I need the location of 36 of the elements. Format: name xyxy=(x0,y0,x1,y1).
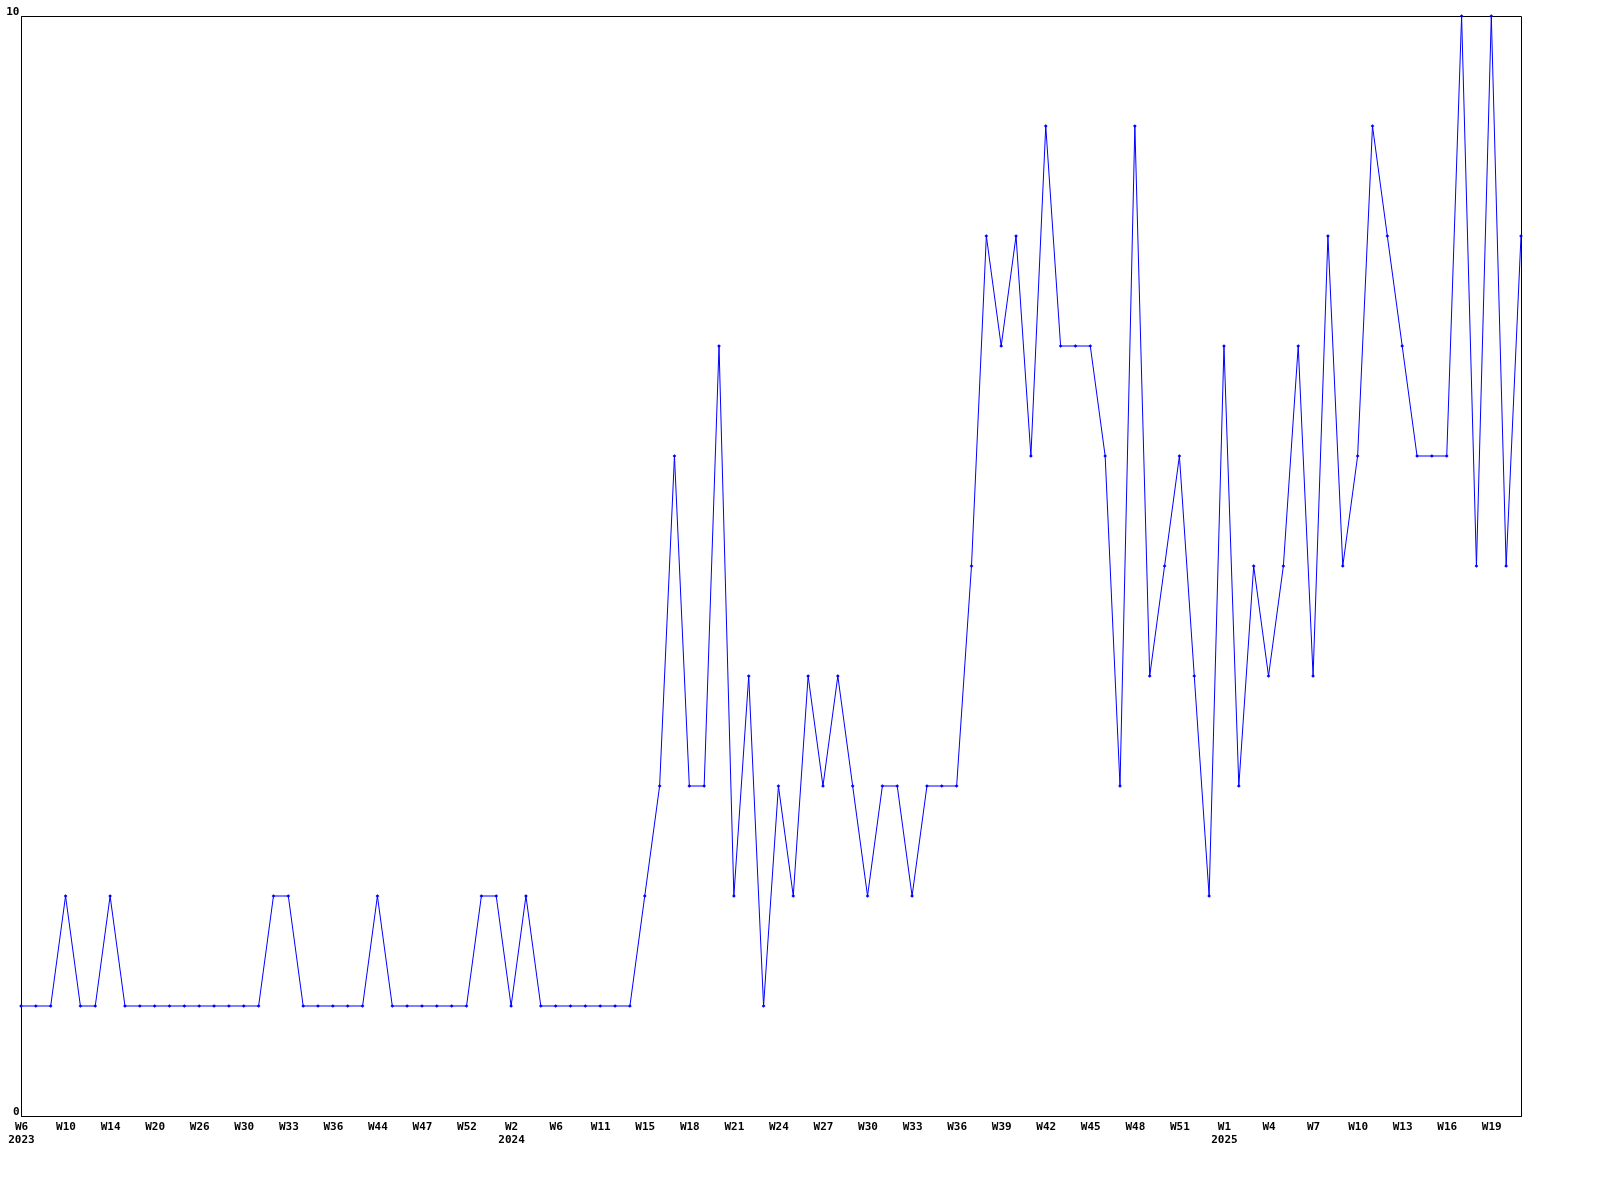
x-tick-label: W7 xyxy=(1306,1119,1321,1133)
x-tick-label: W18 xyxy=(679,1119,700,1133)
x-tick-label: W10 xyxy=(1348,1119,1369,1133)
x-tick-label: W14 xyxy=(100,1119,121,1133)
x-tick-label: W44 xyxy=(368,1119,389,1133)
x-tick-label: W21 xyxy=(724,1119,745,1133)
x-tick-label: W33 xyxy=(278,1119,299,1133)
x-tick-label: W6 2023 xyxy=(8,1119,35,1146)
x-tick-label: W20 xyxy=(145,1119,166,1133)
x-tick-label: W36 xyxy=(323,1119,344,1133)
x-tick-label: W2 2024 xyxy=(498,1119,526,1146)
x-tick-label: W33 xyxy=(902,1119,923,1133)
x-tick-label: W6 xyxy=(549,1119,564,1133)
x-tick-label: W30 xyxy=(234,1119,255,1133)
x-tick-label: W15 xyxy=(635,1119,656,1133)
x-tick-label: W19 xyxy=(1481,1119,1502,1133)
x-tick-label: W26 xyxy=(189,1119,211,1133)
x-tick-label: W39 xyxy=(991,1119,1012,1133)
y-tick-label: 10 xyxy=(6,4,20,18)
x-tick-label: W36 xyxy=(947,1119,968,1133)
x-tick-label: W11 xyxy=(590,1119,612,1133)
x-tick-label: W30 xyxy=(858,1119,878,1133)
x-tick-label: W51 xyxy=(1169,1119,1191,1133)
x-tick-label: W24 xyxy=(768,1119,790,1133)
x-tick-label: W10 xyxy=(56,1119,76,1133)
x-tick-label: W4 xyxy=(1262,1119,1277,1133)
x-tick-label: W13 xyxy=(1392,1119,1413,1133)
x-tick-label: W47 xyxy=(412,1119,433,1133)
x-tick-label: W48 xyxy=(1125,1119,1146,1133)
x-tick-label: W45 xyxy=(1080,1119,1101,1133)
x-tick-label: W1 2025 xyxy=(1211,1119,1238,1146)
y-tick-label: 0 xyxy=(12,1104,20,1118)
x-tick-label: W52 xyxy=(457,1119,477,1133)
x-tick-label: W27 xyxy=(813,1119,834,1133)
x-tick-label: W42 xyxy=(1036,1119,1057,1133)
x-tick-label: W16 xyxy=(1437,1119,1458,1133)
